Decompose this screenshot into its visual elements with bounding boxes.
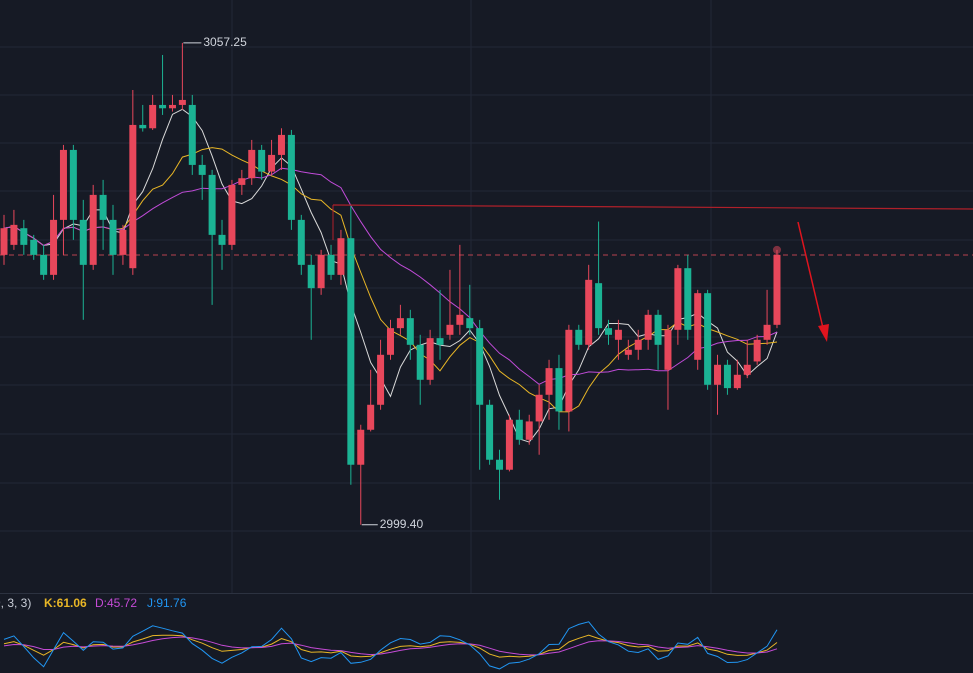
high-label: 3057.25 — [203, 35, 247, 49]
candle-body — [416, 344, 424, 380]
candle-body — [565, 329, 573, 412]
candle-body — [377, 354, 385, 405]
indicator-legend: D:45.72 — [95, 596, 137, 610]
candle-body — [684, 268, 692, 330]
candle-body — [654, 314, 662, 345]
candle-body — [634, 339, 642, 350]
candle-body — [753, 339, 761, 362]
resistance-line — [332, 204, 973, 210]
candle-body — [396, 318, 404, 329]
candle-body — [159, 104, 167, 109]
arrow — [797, 221, 824, 329]
candle-body — [327, 254, 335, 275]
candle-body — [763, 324, 771, 340]
moving-average — [3, 147, 778, 413]
candle-body — [79, 219, 87, 265]
kdj-line — [3, 621, 778, 670]
candle-body — [69, 149, 77, 220]
candle-body — [535, 394, 543, 422]
marks: 3057.25 2999.40 — [0, 35, 781, 670]
candle-body — [585, 279, 593, 345]
candle-body — [733, 374, 741, 389]
candle-body — [614, 329, 622, 340]
candle-body — [545, 368, 553, 395]
candle-body — [367, 404, 375, 430]
arrow-head — [818, 324, 829, 342]
candle-body — [50, 219, 58, 275]
indicator-legend: J:91.76 — [147, 596, 187, 610]
grid — [0, 0, 973, 593]
candle-body — [59, 149, 67, 220]
candle-body — [139, 124, 147, 129]
low-label: 2999.40 — [380, 517, 424, 531]
candle-body — [89, 194, 97, 265]
candle-body — [248, 149, 256, 179]
candle-body — [20, 228, 28, 245]
candle-body — [208, 174, 216, 235]
candle-body — [317, 254, 325, 289]
candle-body — [575, 329, 583, 345]
kdj-line — [3, 636, 778, 656]
candle-body — [188, 104, 196, 165]
moving-average — [3, 108, 778, 443]
candle-body — [357, 429, 365, 465]
candle-body — [277, 134, 285, 155]
candle-body — [426, 338, 434, 380]
candle-body — [178, 99, 186, 105]
last-price-dot — [772, 245, 781, 254]
candle-body — [168, 104, 176, 109]
candle-body — [743, 364, 751, 375]
candle-body — [624, 349, 632, 355]
candle-body — [674, 268, 682, 330]
candle-body — [515, 419, 523, 440]
candle-body — [149, 104, 157, 129]
candle-body — [30, 239, 38, 255]
candle-body — [287, 134, 295, 220]
candle-body — [525, 421, 533, 440]
candle-body — [386, 328, 394, 355]
candle-body — [198, 164, 206, 175]
candle-body — [228, 184, 236, 245]
candle-body — [238, 178, 246, 185]
candle-body — [10, 224, 18, 245]
indicator-params: (9, 3, 3) — [0, 596, 31, 610]
candle-body — [258, 149, 266, 172]
candle-body — [605, 328, 613, 335]
candle-body — [406, 318, 414, 345]
candle-body — [337, 238, 345, 275]
candle-body — [505, 419, 513, 470]
candle-body — [555, 368, 563, 412]
candle-body — [664, 329, 672, 370]
candle-body — [119, 229, 127, 255]
candle-body — [0, 228, 8, 255]
kdj-line — [3, 634, 778, 658]
candle-body — [476, 328, 484, 405]
candle-body — [496, 459, 503, 470]
indicator-legend: K:61.06 — [44, 596, 87, 610]
candle-body — [297, 219, 305, 265]
candle-body — [466, 318, 474, 329]
candle-body — [436, 338, 444, 345]
candle-body — [704, 293, 712, 385]
candle-body — [694, 293, 702, 360]
candle-body — [644, 314, 652, 340]
candle-body — [595, 283, 603, 329]
candle-body — [307, 264, 315, 289]
candle-body — [268, 154, 276, 172]
candle-body — [723, 364, 731, 389]
candle-body — [218, 234, 226, 245]
candle-body — [486, 404, 494, 460]
candle-body — [99, 194, 107, 220]
candle-body — [773, 254, 781, 325]
candle-body — [40, 254, 48, 275]
candle-body — [129, 124, 137, 269]
candle-body — [456, 314, 464, 325]
candle-body — [714, 364, 722, 385]
candle-body — [446, 324, 454, 335]
candle-body — [347, 238, 355, 465]
candle-body — [109, 219, 117, 255]
